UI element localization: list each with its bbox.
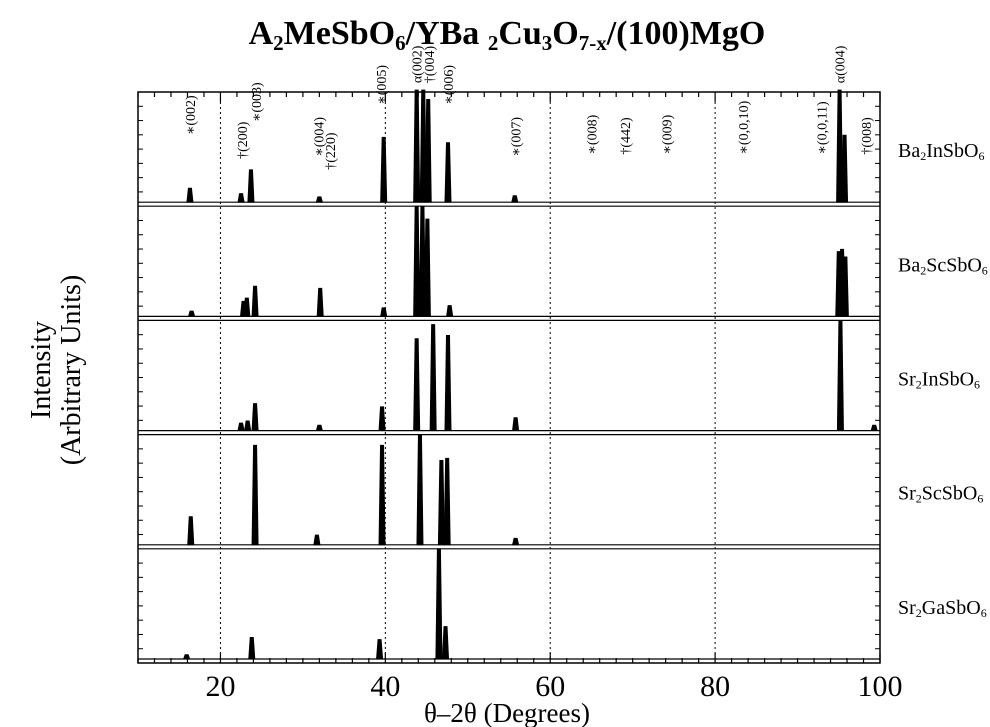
y-axis-label-line2: (Arbitrary Units) <box>56 275 87 466</box>
peak-55.7 <box>511 195 519 203</box>
peak-55.8 <box>511 537 520 546</box>
peak-24.2 <box>251 444 259 546</box>
peak-annotation: ∗(005) <box>375 65 390 105</box>
x-tick-label-100: 100 <box>858 670 903 703</box>
peak-39.6 <box>378 406 386 431</box>
peak-43.8 <box>413 89 421 203</box>
peak-annotation: ∗(004) <box>313 117 328 157</box>
peak-55.8 <box>512 417 520 431</box>
panel-Ba2InSbO6: ∗(002) †(200)∗(003) ∗(004)†(220) ∗(005) α(00… <box>138 45 880 207</box>
panel-labels: Ba2InSbO6 Ba2ScSbO6 Sr2InSbO6 Sr2ScSbO6 Sr2G… <box>898 140 988 620</box>
panel-label-Sr2InSbO6: Sr2InSbO6 <box>898 369 980 392</box>
peak-47.6 <box>444 142 452 203</box>
peak-15.9 <box>182 654 191 660</box>
peak-99.3 <box>870 424 878 431</box>
peak-39.8 <box>380 136 388 203</box>
peak-annotation: †(442) <box>619 117 634 155</box>
y-axis-label: Intensity (Arbitrary Units) <box>26 275 87 466</box>
peak-annotation: ∗(003) <box>250 82 265 122</box>
peak-16.5 <box>187 310 196 317</box>
peak-16.3 <box>186 187 194 203</box>
peak-46.8 <box>437 460 445 546</box>
panel-label-Sr2GaSbO6: Sr2GaSbO6 <box>898 597 987 620</box>
peak-annotation: ∗(0,0,10) <box>737 100 752 154</box>
chart-title: A2MeSbO6/YBa 2Cu3O7-x/(100)MgO <box>249 15 766 55</box>
peak-46.5 <box>435 548 443 660</box>
peak-43.8 <box>413 205 421 317</box>
y-axis-label-line1: Intensity <box>26 321 57 419</box>
peak-31.7 <box>313 534 321 546</box>
peak-annotation: ∗(002) <box>184 95 199 135</box>
peak-47.3 <box>441 626 450 660</box>
peak-annotation: ∗(0,0,11) <box>815 101 830 155</box>
peak-32 <box>315 196 324 203</box>
peak-annotation: †(220) <box>324 132 339 170</box>
peak-23.7 <box>247 169 255 203</box>
peak-22.5 <box>237 193 245 203</box>
chart-title-text: A2MeSbO6/YBa 2Cu3O7-x/(100)MgO <box>249 15 766 55</box>
panel-label-Ba2ScSbO6: Ba2ScSbO6 <box>898 254 988 277</box>
x-axis-label: θ–2θ (Degrees) <box>424 698 590 727</box>
panel-label-Sr2ScSbO6: Sr2ScSbO6 <box>898 483 983 506</box>
peak-44.6 <box>419 89 427 203</box>
peak-annotation: α(004) <box>834 45 849 83</box>
x-tick-label-40: 40 <box>370 670 400 703</box>
peak-45.2 <box>424 99 432 203</box>
peak-32.1 <box>316 287 324 317</box>
peak-47.8 <box>446 305 454 317</box>
peak-39.8 <box>380 307 388 317</box>
peak-annotation: †(004) <box>423 46 438 84</box>
x-axis: 20 40 60 80 100 <box>137 92 903 703</box>
peak-22.5 <box>237 422 245 431</box>
peak-23.8 <box>248 636 256 660</box>
peak-annotation: ∗(006) <box>442 65 457 105</box>
peak-annotation: ∗(009) <box>660 114 675 154</box>
peak-32 <box>315 424 324 431</box>
peak-95.7 <box>841 134 849 203</box>
peak-39.6 <box>378 444 386 546</box>
panel-label-Ba2InSbO6: Ba2InSbO6 <box>898 140 984 163</box>
panel-Sr2GaSbO6 <box>138 548 880 660</box>
peak-43.8 <box>413 338 421 431</box>
peak-44.2 <box>416 434 424 546</box>
peak-44.5 <box>418 205 426 317</box>
peak-23.3 <box>244 420 252 431</box>
peak-95.8 <box>841 256 849 317</box>
peak-annotation: †(200) <box>236 121 251 159</box>
x-tick-label-80: 80 <box>700 670 730 703</box>
panel-Sr2InSbO6 <box>138 320 880 436</box>
peak-45.8 <box>429 324 437 431</box>
x-tick-label-60: 60 <box>535 670 565 703</box>
peak-annotation: α(002) <box>411 45 426 83</box>
panels: ∗(002) †(200)∗(003) ∗(004)†(220) ∗(005) α(00… <box>138 45 880 660</box>
peak-annotation: ∗(008) <box>585 114 600 154</box>
panel-Sr2ScSbO6 <box>138 434 880 550</box>
peak-annotation: ∗(007) <box>510 117 525 157</box>
peak-47.5 <box>443 457 451 546</box>
peak-39.3 <box>376 639 384 660</box>
peak-24.2 <box>251 285 259 317</box>
x-tick-label-20: 20 <box>205 670 235 703</box>
peak-24.2 <box>251 403 259 431</box>
peak-47.6 <box>444 334 452 431</box>
panel-Ba2ScSbO6 <box>138 205 880 321</box>
peak-annotation: †(008) <box>860 117 875 155</box>
peak-95.1 <box>836 89 844 203</box>
peak-16.4 <box>187 516 195 546</box>
peak-23.2 <box>243 297 251 317</box>
gridlines <box>219 92 716 663</box>
peak-95.2 <box>836 320 844 431</box>
peak-45.1 <box>423 218 431 317</box>
